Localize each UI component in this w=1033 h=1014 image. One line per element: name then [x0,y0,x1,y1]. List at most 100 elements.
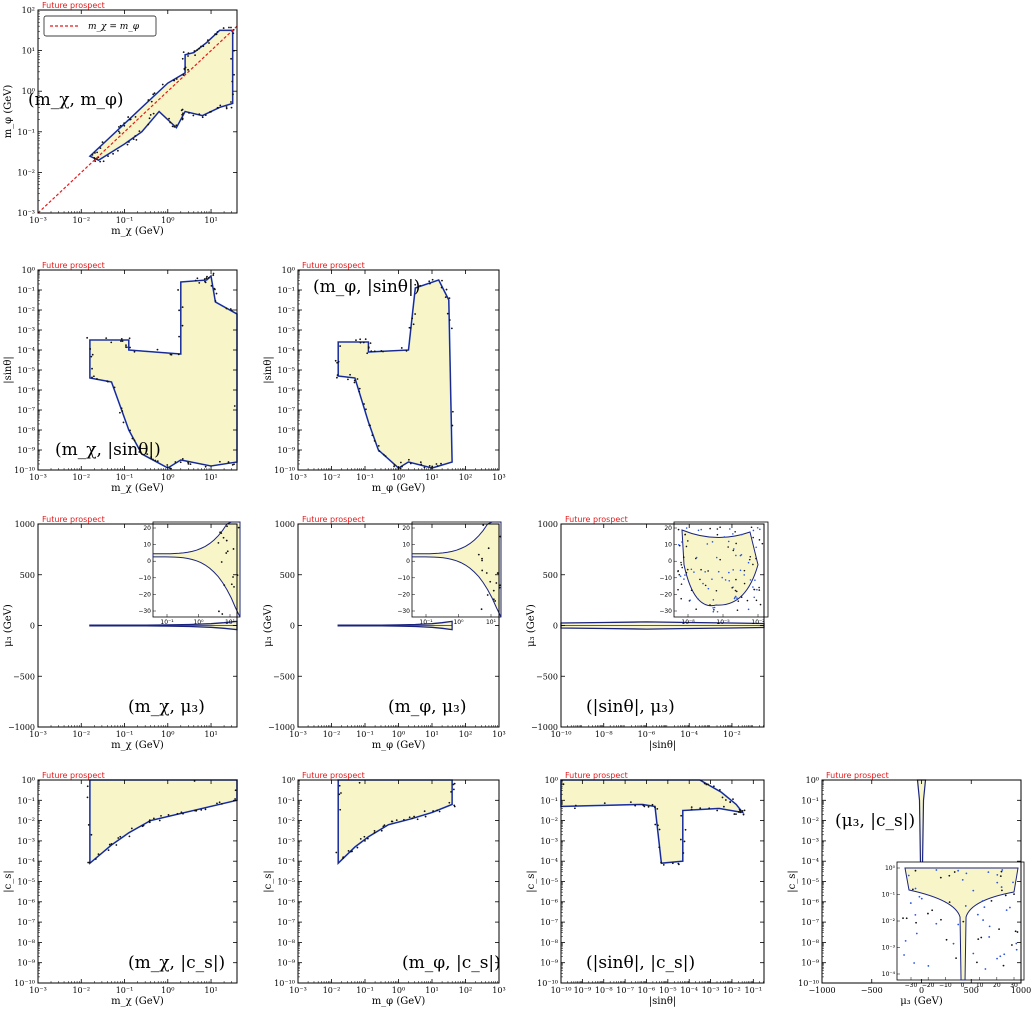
inset-scan-point [689,599,691,601]
inset-scan-point [758,539,761,541]
allowed-region-fill [338,280,453,468]
scan-point [115,844,118,846]
scan-point [230,106,233,109]
panel-mchi-sin: 10⁻³ 10⁻² 10⁻¹ 10⁰ 10¹ 10⁻¹⁰ 10⁻⁹ 10⁻⁸ 10⁻⁷ 10⁻⁶ 1… [3,261,238,494]
scan-point [208,42,210,44]
scan-point [411,817,414,820]
scan-point [122,421,125,424]
inset-y-tick-label: −20 [138,591,151,598]
scan-point [90,833,93,836]
inset-y-tick-label: 10⁻⁴ [882,971,896,978]
inset-scan-point [1001,869,1004,871]
x-tick-label: 10³ [492,986,505,995]
scan-point [97,853,100,856]
y-tick-label: 10⁻¹⁰ [14,466,35,475]
x-tick-label: 10⁻² [72,986,90,995]
x-tick-label: 10⁻¹ [116,730,134,739]
scan-point [156,348,159,351]
x-tick-label: 10¹ [425,986,438,995]
inset-scan-point [748,558,751,561]
inset-y-tick-label: 10⁻² [882,918,896,925]
scan-point [448,319,451,321]
scan-point [148,820,151,823]
y-axis-label: |c_s| [787,870,798,892]
scan-point [222,536,225,539]
scan-point [481,559,483,562]
inset-scan-point [737,600,740,602]
inset-x-tick-label: 10⁻² [751,619,765,626]
scan-point [91,367,93,370]
y-tick-label: 10⁻⁹ [277,446,295,455]
scan-point [629,801,632,804]
scan-point [393,464,396,466]
inset-scan-point [754,579,756,582]
scan-point [138,447,141,450]
scan-point [451,410,454,413]
scan-point [358,387,361,390]
scan-point [147,123,150,126]
x-tick-label: 10⁻⁴ [680,986,698,995]
x-tick-label: 10⁻⁷ [616,986,634,995]
allowed-region-fill [89,276,238,468]
y-tick-label: 10⁰ [22,266,35,275]
scan-point [634,804,637,807]
scan-point [399,461,402,464]
scan-point [91,153,94,156]
inset-scan-point [957,923,960,926]
panel-annotation: (m_φ, μ₃) [388,697,466,717]
scan-point [369,342,372,345]
scan-point [205,277,208,280]
scan-point [117,149,119,152]
scan-point [168,117,170,120]
scan-point [699,807,702,810]
scan-point [126,143,129,146]
inset-scan-point [987,871,990,874]
scan-point [399,467,402,470]
y-tick-label: 10⁻⁷ [17,406,35,415]
scan-point [229,308,232,310]
scan-point [128,835,131,838]
y-tick-label: 10⁻⁸ [277,938,295,947]
scan-point [359,341,362,344]
y-tick-label: 10⁻⁶ [801,898,819,907]
inset-y-tick-label: 10⁰ [885,865,896,872]
scan-point [134,135,137,137]
panel-mchi-mu3: 20 10 0 −10 −20 −30 10⁻¹ 10⁰ 10¹ 10⁻³ 10⁻² 10⁻¹ 10⁰ 1… [3,515,241,751]
scan-point [690,806,693,809]
scan-point [212,274,215,277]
scan-point [99,147,102,150]
inset-y-tick-label: 20 [143,525,151,532]
inset-scan-point [1015,942,1018,945]
scan-point [128,141,130,143]
scan-point [182,112,184,115]
y-tick-label: 10⁻² [17,168,35,177]
y-tick-label: 10⁻³ [801,837,819,846]
scan-point [347,378,349,381]
panel-sin-mu3: 20 10 0 −10 −20 −30 10⁻⁸ 10⁻⁵ 10⁻² 10⁻¹⁰ 10⁻⁸ 10⁻⁶ 1… [526,515,769,751]
scan-point [480,608,483,611]
scan-point [169,121,172,124]
scan-point [656,807,659,810]
inset-scan-point [713,609,715,611]
y-tick-label: 500 [20,571,35,580]
scan-point [573,807,576,810]
scan-point [226,525,228,528]
inset-scan-point [945,938,948,941]
scan-point [220,561,223,563]
scan-point [180,811,183,814]
scan-point [221,802,223,805]
inset-scan-point [702,582,704,585]
scan-point [210,110,212,113]
panel-annotation: (m_χ, μ₃) [128,697,205,717]
inset-scan-point [695,556,698,559]
scan-point [450,327,453,330]
panel-annotation: (m_φ, |c_s|) [402,953,501,973]
inset-scan-point [690,568,693,571]
inset-scan-point [681,566,684,569]
scan-point [192,114,195,117]
scan-point [206,39,209,42]
y-tick-label: 10² [22,6,35,15]
scan-point [340,792,342,794]
scan-point [221,613,224,615]
scan-point [156,460,159,462]
